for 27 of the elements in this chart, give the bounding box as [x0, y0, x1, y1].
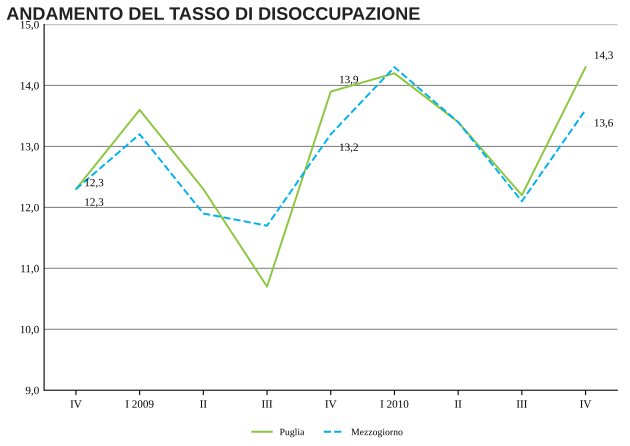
legend-label: Puglia — [280, 428, 304, 438]
line-series — [74, 66, 587, 227]
y-tick-label: 13,0 — [20, 142, 39, 152]
x-tick-label: III — [262, 400, 272, 408]
x-tick-label: II — [454, 400, 462, 408]
y-tick-label: 9,0 — [26, 386, 39, 396]
line-series — [74, 66, 587, 288]
y-tick-label: 14,0 — [20, 82, 39, 92]
legend-label: Mezzogiorno — [351, 428, 403, 438]
data-label: 13,9 — [340, 76, 358, 85]
x-tick-label: IV — [580, 400, 592, 408]
x-tick-label: II — [200, 400, 207, 408]
x-tick-label: IV — [70, 400, 82, 408]
data-label: 13,2 — [340, 143, 358, 153]
y-tick-label: 12,0 — [20, 204, 39, 213]
y-tick-label: 10,0 — [20, 326, 39, 335]
data-label: 14,3 — [594, 51, 613, 60]
chart-title: ANDAMENTO DEL TASSO DI DISOCCUPAZIONE — [6, 7, 420, 20]
y-tick-label: 11,0 — [21, 264, 39, 274]
x-tick-label: III — [516, 400, 528, 408]
x-tick-label: I 2009 — [126, 400, 154, 408]
data-label: 12,3 — [85, 198, 104, 208]
data-label: 13,6 — [594, 119, 613, 128]
x-tick-label: I 2010 — [380, 400, 408, 408]
data-label: 12,3 — [85, 178, 104, 188]
x-tick-label: IV — [325, 400, 336, 408]
y-tick-label: 15,0 — [20, 20, 39, 30]
